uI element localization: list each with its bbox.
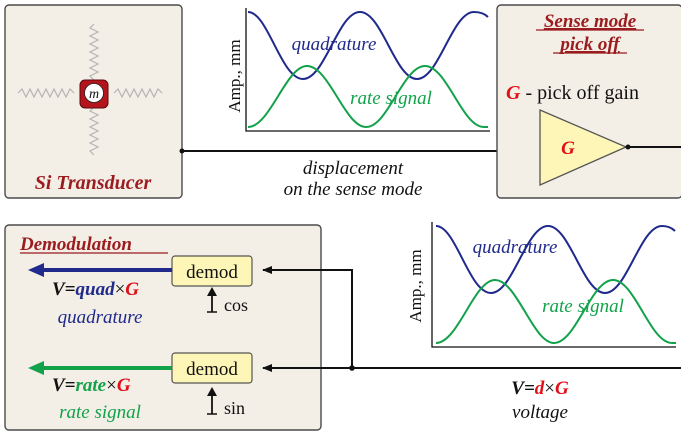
quad-times: × (115, 279, 126, 300)
voltage-formula: V=d×G (511, 378, 569, 399)
spring-top (88, 23, 100, 81)
voltage-times: × (544, 378, 555, 399)
sin-input-arrowhead (207, 387, 217, 396)
bottom-signal-plot: Amp., mm quadrature rate signal (406, 222, 676, 348)
top-rate-wave (247, 64, 488, 129)
pickoff-gain-symbol: G (506, 82, 521, 104)
transducer-output-node (179, 148, 185, 154)
spring-left (17, 87, 75, 99)
displacement-path: displacement on the sense mode (179, 147, 534, 200)
rate-times: × (106, 375, 117, 396)
quad-output-arrowhead (28, 263, 44, 277)
voltage-var: d (535, 378, 545, 399)
quad-g: G (125, 279, 139, 300)
bottom-plot-axes (431, 222, 676, 348)
rate-g: G (117, 375, 131, 396)
top-rate-label: rate signal (350, 88, 432, 109)
amplifier-label: G (561, 138, 575, 159)
bottom-plot-ylabel: Amp., mm (406, 249, 425, 322)
quad-output-desc: quadrature (58, 307, 143, 328)
amplifier-output-node (625, 144, 631, 150)
voltage-desc: voltage (512, 402, 568, 423)
demod-bottom-label: demod (186, 359, 238, 380)
top-signal-plot: Amp., mm quadrature rate signal (225, 8, 490, 132)
displacement-label-line2: on the sense mode (284, 179, 423, 200)
amplifier-triangle (539, 109, 628, 186)
spring-bottom (88, 106, 100, 156)
pickoff-gain-desc: - pick off gain (520, 82, 639, 104)
bottom-quadrature-label: quadrature (473, 237, 558, 258)
branch-node (349, 365, 355, 371)
bottom-rate-label: rate signal (542, 296, 624, 317)
demod-top-label: demod (186, 262, 238, 283)
voltage-g: G (555, 378, 569, 399)
rate-output-desc: rate signal (59, 402, 141, 423)
pickoff-title-line2: pick off (558, 34, 621, 55)
transducer-label: Si Transducer (35, 172, 152, 194)
demodulation-frame (4, 224, 322, 431)
rate-var: rate (76, 375, 107, 396)
quad-v: V= (52, 279, 76, 300)
voltage-path: V=d×G voltage (262, 266, 681, 423)
rate-output-arrowhead (28, 361, 44, 375)
branch-to-top-demod (262, 266, 353, 368)
displacement-label-line1: displacement (303, 158, 404, 179)
top-plot-ylabel: Amp., mm (225, 39, 244, 112)
pickoff-title-line1: Sense mode (544, 11, 637, 32)
quad-output-formula: V=quad×G (52, 279, 139, 300)
rate-v: V= (52, 375, 76, 396)
pickoff-box: Sense mode pick off G - pick off gain G (496, 4, 681, 199)
rate-output-formula: V=rate×G (52, 375, 131, 396)
top-plot-axes (245, 8, 490, 132)
top-quadrature-label: quadrature (292, 34, 377, 55)
mass-label: m (89, 87, 99, 102)
voltage-v: V= (511, 378, 535, 399)
cos-label: cos (224, 295, 248, 315)
demodulation-title: Demodulation (19, 234, 132, 255)
si-transducer-box: m Si Transducer (4, 4, 183, 199)
bottom-rate-wave (435, 278, 676, 345)
spring-right (113, 87, 163, 99)
quad-var: quad (76, 279, 116, 300)
proof-mass-circle (84, 83, 104, 103)
pickoff-gain-text: G - pick off gain (506, 82, 639, 104)
cos-input-arrowhead (207, 287, 217, 296)
demodulation-box: Demodulation demod cos V=quad×G quadratu… (4, 224, 322, 431)
sin-label: sin (224, 398, 245, 418)
